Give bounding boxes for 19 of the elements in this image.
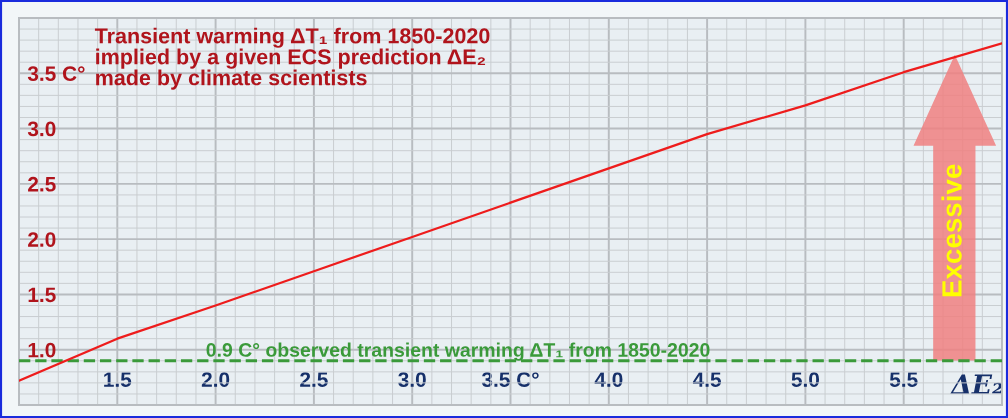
y-tick-label: 2.5 — [28, 176, 56, 192]
x-tick-label: 2.0 — [201, 372, 230, 387]
x-tick-label: 2.5 — [300, 372, 328, 387]
y-tick-label: 1.0 — [28, 342, 56, 358]
x-tick-label: 5.0 — [791, 372, 820, 387]
annotation: Excessive — [941, 164, 962, 297]
x-tick-label: 3.5 C° — [481, 372, 539, 387]
x-tick-label: 4.5 — [692, 372, 721, 387]
x-tick-label: 1.5 — [104, 372, 132, 387]
x-axis-title: ΔE₂ — [950, 374, 1003, 394]
x-tick-label: 4.0 — [594, 372, 623, 387]
y-tick-label: 3.0 — [27, 121, 56, 137]
x-tick-label: 3.0 — [398, 372, 426, 387]
y-tick-label: 2.0 — [28, 232, 56, 247]
x-tick-label: 5.5 — [889, 372, 918, 387]
ref-line-label: 0.9 C° observed transient warming ΔT₁ from 1850-2020 — [206, 342, 710, 361]
y-tick-label: 3.5 C° — [27, 66, 85, 82]
text: Transient warming ΔT₁ from 1850-2020 implied by a given ECS prediction ΔE₂ made by climate scientists — [94, 27, 490, 90]
y-tick-label: 1.5 — [28, 287, 56, 303]
